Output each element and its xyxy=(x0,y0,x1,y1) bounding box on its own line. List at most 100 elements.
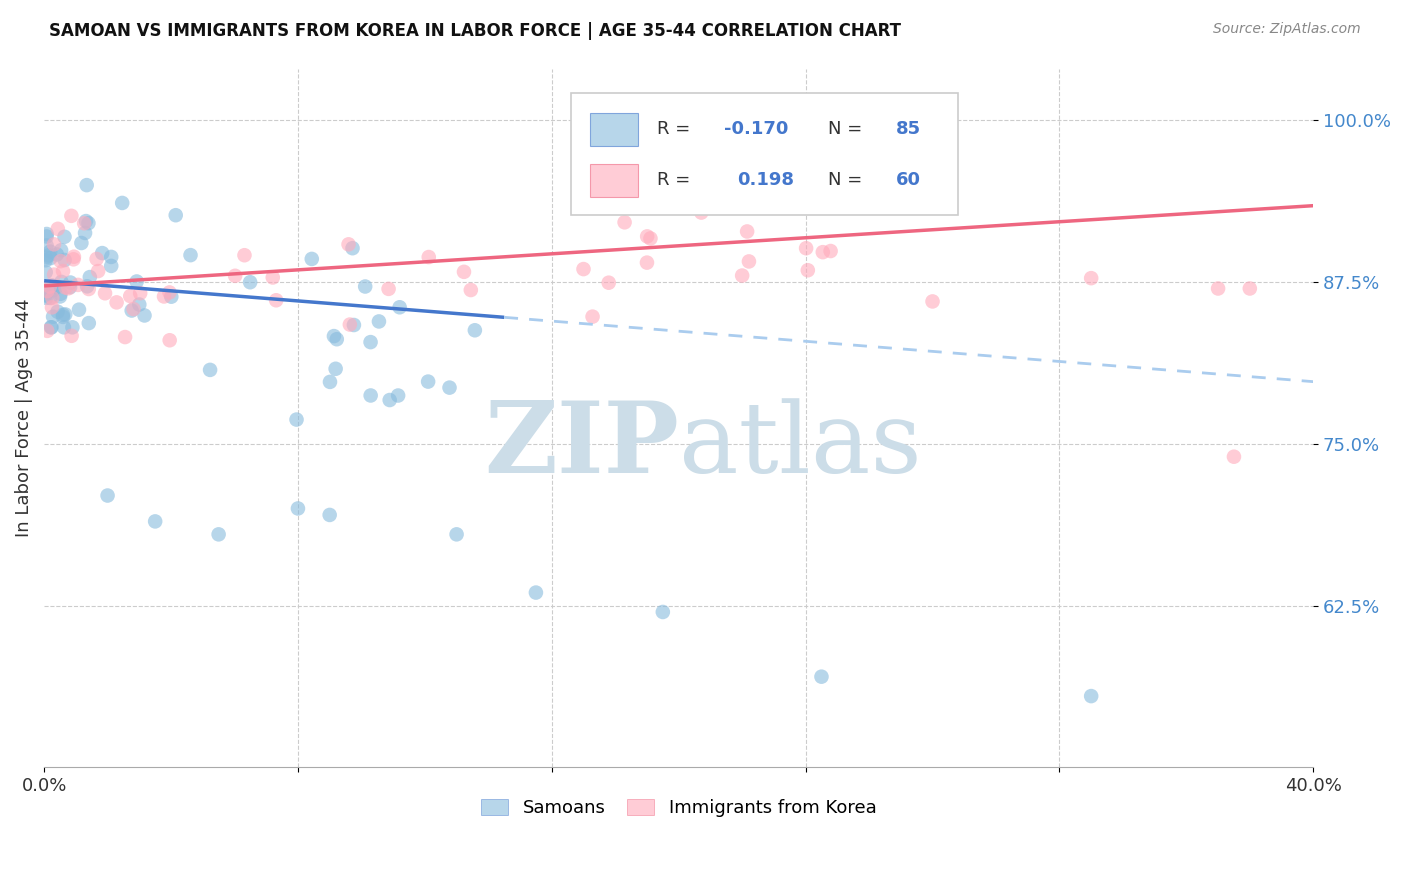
Point xyxy=(388,300,411,314)
Point xyxy=(49,254,72,268)
Point xyxy=(41,301,63,315)
Point xyxy=(464,323,486,337)
Text: SAMOAN VS IMMIGRANTS FROM KOREA IN LABOR FORCE | AGE 35-44 CORRELATION CHART: SAMOAN VS IMMIGRANTS FROM KOREA IN LABOR… xyxy=(49,22,901,40)
Point xyxy=(45,280,67,294)
Point xyxy=(198,363,221,377)
Point xyxy=(52,264,75,278)
Point xyxy=(326,332,349,346)
Point xyxy=(79,270,101,285)
Text: N =: N = xyxy=(828,171,869,189)
Point xyxy=(114,330,136,344)
Point xyxy=(70,235,93,250)
Point xyxy=(159,285,181,300)
Point xyxy=(63,250,86,264)
Point xyxy=(42,283,65,297)
Point xyxy=(418,250,440,264)
Point xyxy=(921,294,943,309)
Point xyxy=(325,361,347,376)
Point xyxy=(581,310,603,324)
Point xyxy=(387,388,409,402)
Point xyxy=(731,268,754,283)
Point xyxy=(636,255,658,269)
Point xyxy=(120,289,142,303)
Point xyxy=(77,282,100,296)
Point xyxy=(111,196,134,211)
Point xyxy=(75,214,97,228)
Point xyxy=(45,247,67,261)
Text: 60: 60 xyxy=(896,171,921,189)
Point xyxy=(125,275,148,289)
Point xyxy=(378,392,401,407)
Point xyxy=(1080,271,1102,285)
Point xyxy=(598,276,620,290)
Point xyxy=(76,279,98,293)
Point xyxy=(301,252,323,266)
Point xyxy=(37,284,59,298)
Point xyxy=(52,310,75,324)
Text: 0.198: 0.198 xyxy=(737,171,794,189)
Point xyxy=(100,259,122,273)
Point xyxy=(97,489,120,503)
Point xyxy=(91,246,114,260)
Text: 85: 85 xyxy=(896,120,921,138)
Point xyxy=(66,277,89,292)
Point xyxy=(35,287,58,301)
Point xyxy=(1206,281,1229,295)
Point xyxy=(35,229,58,244)
Point xyxy=(46,304,69,318)
Legend: Samoans, Immigrants from Korea: Samoans, Immigrants from Korea xyxy=(474,792,883,824)
Point xyxy=(572,262,595,277)
Point xyxy=(60,209,83,223)
Point xyxy=(35,291,58,305)
Point xyxy=(735,224,758,238)
Point xyxy=(319,375,342,389)
Point xyxy=(285,412,308,426)
Point xyxy=(87,264,110,278)
Point xyxy=(37,281,59,295)
Point xyxy=(35,251,58,265)
Point xyxy=(41,278,63,293)
Bar xyxy=(591,163,638,197)
Point xyxy=(39,251,62,265)
Point xyxy=(52,308,75,322)
Point xyxy=(41,291,63,305)
Point xyxy=(39,320,62,334)
Point xyxy=(53,229,76,244)
Point xyxy=(264,293,287,308)
Point xyxy=(128,297,150,311)
Text: N =: N = xyxy=(828,120,869,138)
Point xyxy=(262,270,284,285)
Point xyxy=(337,237,360,252)
Point xyxy=(360,388,382,402)
Point xyxy=(59,280,82,294)
Point xyxy=(738,254,761,268)
Point xyxy=(339,318,361,332)
Point xyxy=(35,253,58,268)
Point xyxy=(460,283,482,297)
Y-axis label: In Labor Force | Age 35-44: In Labor Force | Age 35-44 xyxy=(15,299,32,537)
Point xyxy=(354,279,377,293)
Text: -0.170: -0.170 xyxy=(724,120,789,138)
Point xyxy=(46,222,69,236)
Point xyxy=(86,252,108,266)
Point xyxy=(224,268,246,283)
Text: atlas: atlas xyxy=(679,398,921,494)
Point xyxy=(39,291,62,305)
Point xyxy=(58,281,80,295)
Point xyxy=(613,215,636,229)
Text: R =: R = xyxy=(657,171,696,189)
Point xyxy=(73,216,96,230)
Point xyxy=(35,288,58,302)
Point xyxy=(35,265,58,279)
Point xyxy=(55,280,77,294)
Point xyxy=(52,320,75,334)
Point xyxy=(37,324,59,338)
Point xyxy=(122,302,145,317)
Point xyxy=(94,286,117,301)
Point xyxy=(446,527,468,541)
Point xyxy=(41,320,63,334)
Point xyxy=(343,318,366,332)
Point xyxy=(53,252,76,267)
Point xyxy=(159,333,181,347)
Point xyxy=(62,252,84,267)
